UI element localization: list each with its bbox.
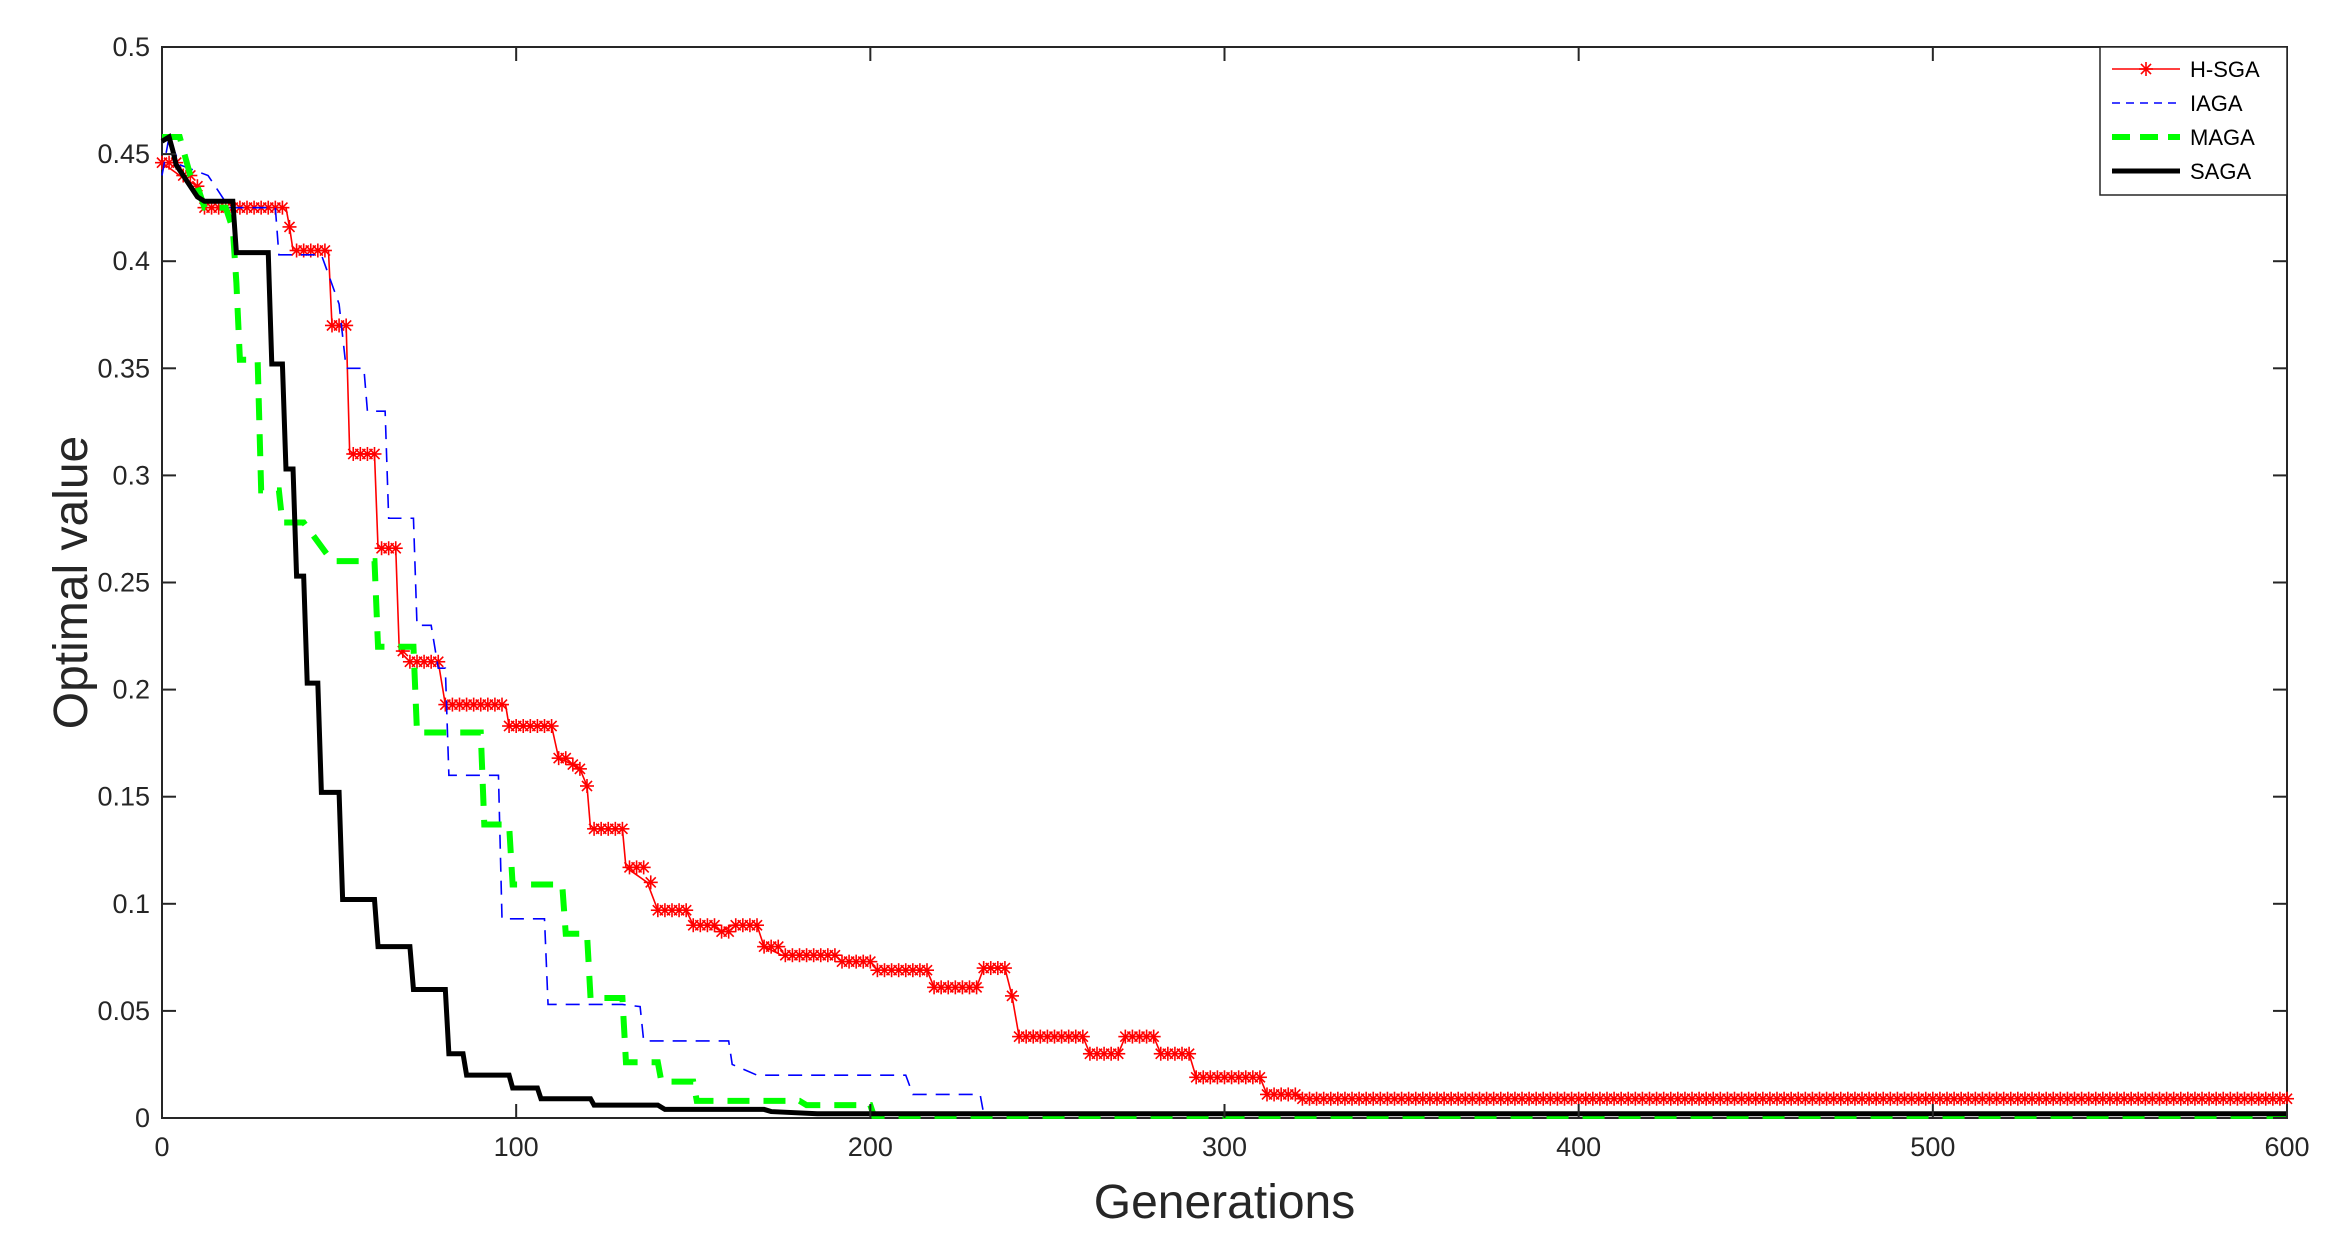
series-line-saga xyxy=(160,133,2287,1117)
y-tick-label: 0.2 xyxy=(112,675,150,705)
marker-asterisk xyxy=(317,243,332,258)
marker-asterisk xyxy=(969,980,984,995)
marker-asterisk xyxy=(750,918,764,933)
marker-asterisk xyxy=(1252,1070,1267,1085)
x-tick-label: 0 xyxy=(154,1132,169,1162)
marker-asterisk xyxy=(679,903,694,918)
marker-asterisk xyxy=(388,541,403,556)
plot-area xyxy=(161,46,2288,1119)
marker-asterisk xyxy=(1111,1046,1126,1061)
legend: H-SGA IAGA MAGA SAGA xyxy=(2099,46,2288,196)
y-tick-label: 0.45 xyxy=(97,139,150,169)
marker-asterisk xyxy=(863,954,878,969)
y-tick-label: 0.05 xyxy=(97,996,150,1026)
x-tick-label: 200 xyxy=(848,1132,893,1162)
legend-label: SAGA xyxy=(2190,159,2251,184)
marker-asterisk xyxy=(275,200,290,215)
legend-entry-saga: SAGA xyxy=(2112,159,2251,184)
y-axis: 0 0.05 0.1 0.15 0.2 0.25 0.3 0.35 0.4 0.45 0.5 xyxy=(97,32,2287,1133)
y-axis-title: Optimal value xyxy=(45,436,98,729)
y-tick-label: 0.25 xyxy=(97,568,150,598)
y-tick-label: 0.35 xyxy=(97,353,150,383)
marker-asterisk xyxy=(282,219,297,234)
legend-label: MAGA xyxy=(2190,125,2255,150)
marker-asterisk xyxy=(1075,1029,1090,1044)
marker-asterisk xyxy=(1288,1087,1303,1102)
y-tick-label: 0.15 xyxy=(97,782,150,812)
marker-asterisk xyxy=(1005,988,1019,1003)
x-tick-label: 100 xyxy=(494,1132,539,1162)
marker-asterisk xyxy=(643,875,658,890)
legend-label: H-SGA xyxy=(2190,57,2260,82)
marker-asterisk xyxy=(2280,1091,2294,1106)
marker-asterisk xyxy=(636,860,651,875)
legend-entry-h-sga: H-SGA xyxy=(2112,57,2260,82)
marker-asterisk xyxy=(495,697,509,712)
marker-asterisk xyxy=(544,719,559,734)
plot-frame xyxy=(161,46,2288,1119)
x-axis: 0 100 200 300 400 500 600 xyxy=(154,47,2310,1162)
y-tick-label: 0.5 xyxy=(112,32,150,62)
marker-asterisk xyxy=(920,963,934,978)
marker-asterisk xyxy=(2139,62,2153,76)
series-markers-h-sga xyxy=(155,155,2294,1106)
y-tick-label: 0.1 xyxy=(112,889,150,919)
marker-asterisk xyxy=(1146,1029,1161,1044)
marker-asterisk xyxy=(1182,1046,1197,1061)
y-tick-label: 0.4 xyxy=(112,246,150,276)
marker-asterisk xyxy=(997,961,1012,976)
marker-asterisk xyxy=(580,778,594,793)
legend-entry-iaga: IAGA xyxy=(2112,91,2243,116)
x-axis-title: Generations xyxy=(1094,1176,1356,1229)
marker-asterisk xyxy=(572,761,587,776)
legend-label: IAGA xyxy=(2190,91,2243,116)
marker-asterisk xyxy=(565,757,580,772)
series-line-iaga xyxy=(161,134,2287,1115)
marker-asterisk xyxy=(615,821,630,836)
y-tick-label: 0 xyxy=(135,1103,150,1133)
y-tick-label: 0.3 xyxy=(112,460,150,490)
x-tick-label: 300 xyxy=(1202,1132,1247,1162)
x-tick-label: 500 xyxy=(1910,1132,1955,1162)
x-tick-label: 600 xyxy=(2264,1132,2309,1162)
legend-entry-maga: MAGA xyxy=(2112,125,2255,150)
x-tick-label: 400 xyxy=(1556,1132,1601,1162)
marker-asterisk xyxy=(367,446,382,461)
marker-asterisk xyxy=(771,939,786,954)
series-layer xyxy=(155,133,2294,1119)
